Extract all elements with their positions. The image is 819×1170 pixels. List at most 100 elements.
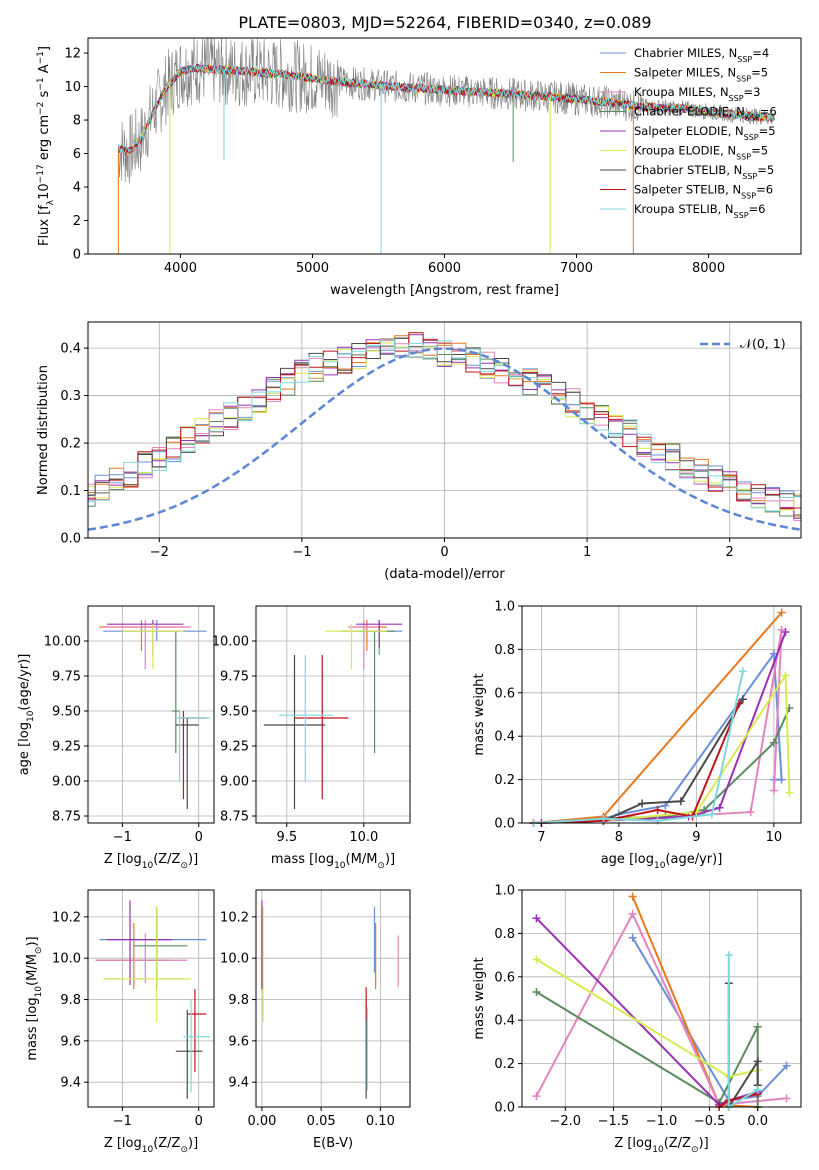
weight-line — [535, 911, 787, 1106]
y-label-part: (M/M — [25, 954, 40, 986]
x-tick-label: 9 — [692, 830, 700, 845]
y-tick-label: 4 — [73, 181, 81, 196]
x-tick-label: 0 — [195, 830, 203, 845]
model-spectrum — [118, 63, 775, 157]
weight-marker — [532, 914, 541, 923]
x-axis-label: (data-model)/error — [384, 567, 505, 582]
panel-8: −2.0 −1.5 −1.0 −0.5 0.0 0.0 0.2 0.4 0.6 0.8 1.0 Z [… — [472, 884, 802, 1155]
x-tick-label: 10.0 — [349, 830, 378, 845]
histogram-series — [88, 338, 801, 522]
legend-sub: SSP — [736, 152, 751, 161]
weight-marker — [628, 909, 637, 918]
axes-frame — [521, 605, 802, 824]
x-label-part: )] — [188, 1136, 198, 1151]
y-tick-label: 10.00 — [44, 635, 81, 650]
weight-marker — [753, 1057, 762, 1066]
x-axis-label: wavelength [Angstrom, rest frame] — [330, 283, 559, 298]
spectrum-lines — [117, 38, 775, 254]
weight-marker — [628, 933, 637, 942]
x-label-part: (age/yr)] — [665, 852, 722, 867]
weight-line — [631, 896, 758, 1108]
y-tick-label: 0.8 — [494, 927, 515, 942]
weight-marker — [785, 788, 794, 797]
legend-name: Chabrier MILES, N — [634, 46, 737, 60]
x-tick-label: 6000 — [428, 261, 461, 276]
y-tick-label: 9.8 — [228, 993, 249, 1008]
legend-name: Salpeter ELODIE, N — [634, 124, 744, 138]
legend-entry: Kroupa STELIB, NSSP=6 — [634, 202, 765, 220]
x-tick-label: 7000 — [560, 261, 593, 276]
legend-name: Kroupa ELODIE, N — [634, 144, 736, 158]
histogram-series — [88, 332, 801, 509]
weight-marker — [782, 1061, 791, 1070]
weight-marker — [746, 808, 755, 817]
axes-frame — [255, 605, 411, 824]
histogram-series — [88, 338, 801, 512]
histogram-series — [88, 337, 801, 500]
y-label-part: Flux [f — [37, 205, 52, 246]
x-tick-label: −2 — [150, 545, 169, 560]
x-label-part: E(B-V) — [313, 1136, 353, 1151]
y-label-part: age [log — [17, 722, 32, 775]
x-label-part: (Z/Z — [153, 852, 180, 867]
y-tick-label: 0.3 — [60, 389, 81, 404]
panel-1: 4000 5000 6000 7000 8000 0 2 4 6 8 10 12 wavelength … — [36, 37, 802, 298]
legend-sub: SSP — [736, 74, 751, 83]
legend-entry: Chabrier MILES, NSSP=4 — [634, 46, 769, 64]
legend-sub: SSP — [729, 94, 744, 103]
legend-entry: Salpeter ELODIE, NSSP=5 — [634, 124, 776, 142]
legend-entry: Chabrier ELODIE, NSSP=6 — [634, 105, 777, 123]
x-label-part: 10 — [142, 861, 154, 871]
y-axis-label: Flux [fλ10−17 erg cm−2 s−1 A−1] — [36, 46, 56, 246]
x-label-part: )] — [188, 852, 198, 867]
y-label-part: s — [37, 90, 52, 101]
x-label-part: ⊙ — [377, 861, 385, 871]
y-tick-label: 9.25 — [220, 740, 249, 755]
legend-val: =3 — [744, 85, 761, 99]
histogram-series — [88, 337, 801, 517]
weight-marker — [707, 810, 716, 819]
x-label-part: )] — [699, 1136, 709, 1151]
legend-sub: SSP — [744, 133, 759, 142]
model-spectrum — [118, 63, 775, 155]
x-tick-label: 0.05 — [307, 1114, 336, 1129]
y-tick-label: 0.0 — [494, 1101, 515, 1116]
y-label-part: 10 — [26, 710, 36, 722]
axes-frame — [255, 889, 411, 1108]
y-axis-label: Normed distribution — [36, 365, 51, 495]
legend-entry: 𝒩(0, 1) — [740, 336, 786, 351]
x-tick-label: −1 — [292, 545, 311, 560]
normal-curve — [88, 347, 801, 531]
y-axis-label: age [log10(age/yr)] — [17, 654, 36, 776]
legend-entry: Salpeter STELIB, NSSP=6 — [634, 183, 773, 201]
y-tick-label: 10 — [64, 80, 81, 95]
weight-line — [533, 698, 744, 824]
legend-val: =5 — [759, 124, 776, 138]
y-tick-label: 9.50 — [220, 705, 249, 720]
weight-marker — [676, 797, 685, 806]
y-tick-label: 0.4 — [494, 1014, 515, 1029]
y-label-part: Normed distribution — [36, 365, 51, 495]
weight-marker — [777, 775, 786, 784]
x-label-part: wavelength [Angstrom, rest frame] — [330, 283, 559, 298]
y-label-part: ] — [37, 46, 52, 51]
x-axis-label: Z [log10(Z/Z⊙)] — [104, 1136, 198, 1155]
x-tick-label: −1.5 — [598, 1114, 630, 1129]
x-tick-label: 8 — [615, 830, 623, 845]
weight-marker — [738, 667, 747, 676]
x-label-part: ⊙ — [180, 1145, 188, 1155]
x-label-part: Z [log — [104, 1136, 142, 1151]
y-tick-label: 9.8 — [60, 993, 81, 1008]
x-label-part: )] — [385, 852, 395, 867]
weight-marker — [781, 671, 790, 680]
y-tick-label: 0.2 — [494, 773, 515, 788]
weight-marker — [769, 786, 778, 795]
legend-entry: Salpeter MILES, NSSP=5 — [634, 66, 768, 84]
y-tick-label: 9.4 — [60, 1076, 81, 1091]
weight-marker — [724, 951, 733, 960]
x-label-part: Z [log — [104, 852, 142, 867]
x-label-part: 10 — [142, 1145, 154, 1155]
legend-sub: SSP — [737, 55, 752, 64]
